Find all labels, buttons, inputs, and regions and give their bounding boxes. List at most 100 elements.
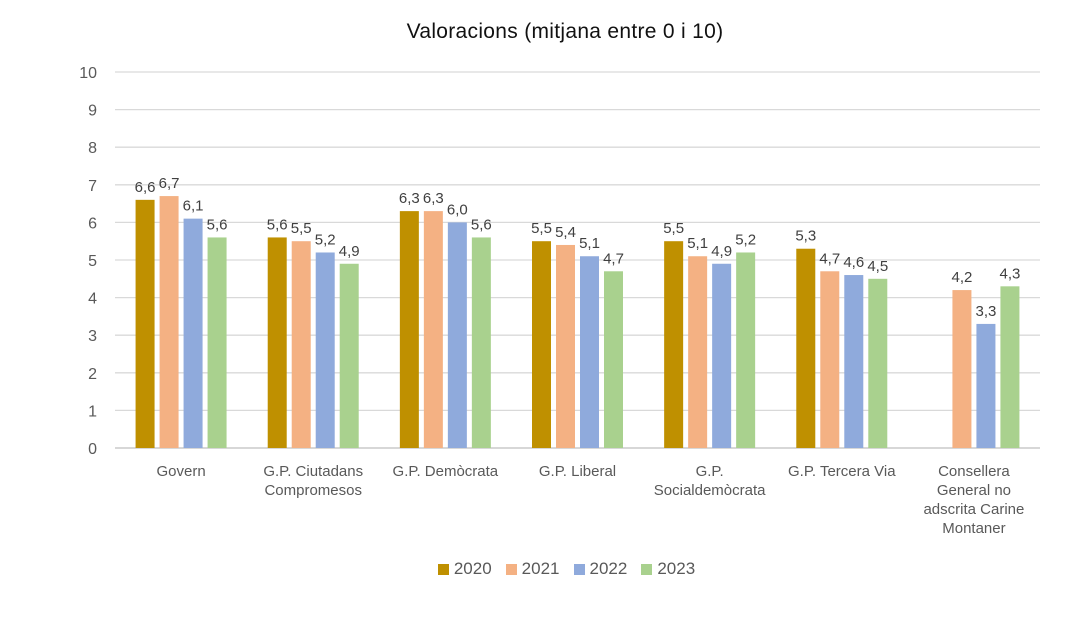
data-label: 4,9 (711, 243, 732, 260)
legend-label: 2020 (453, 559, 492, 578)
data-label: 4,7 (819, 250, 840, 267)
y-tick-label: 2 (88, 366, 97, 383)
x-tick-label: Govern (156, 463, 205, 480)
legend-swatch (505, 563, 517, 575)
legend-label: 2021 (521, 559, 560, 578)
x-tick-label-line: Compromesos (264, 482, 362, 499)
bar-2023 (339, 263, 359, 448)
bar-2021 (291, 241, 311, 448)
data-label: 5,5 (663, 220, 684, 237)
y-tick-label: 4 (88, 291, 97, 308)
bar-2023 (207, 237, 227, 448)
data-label: 5,2 (735, 231, 756, 248)
y-tick-label: 6 (88, 215, 97, 232)
x-tick-label-line: G.P. Tercera Via (788, 463, 896, 480)
data-label: 5,5 (531, 220, 552, 237)
data-label: 3,3 (975, 303, 996, 320)
data-label: 4,6 (843, 254, 864, 271)
bar-2022 (976, 323, 996, 448)
x-tick-label: G.P. Tercera Via (788, 463, 896, 480)
bar-2022 (183, 218, 203, 448)
bar-2021 (952, 290, 972, 448)
y-tick-label: 5 (88, 253, 97, 270)
chart-title: Valoracions (mitjana entre 0 i 10) (406, 20, 724, 43)
data-label: 5,2 (315, 231, 336, 248)
bar-2020 (664, 241, 684, 448)
bar-2021 (556, 244, 575, 448)
data-label: 4,3 (999, 265, 1020, 282)
bar-2023 (471, 237, 491, 448)
legend-item-2022: 2022 (573, 559, 627, 579)
y-tick-label: 0 (88, 441, 97, 458)
x-tick-label: G.P. Demòcrata (393, 463, 499, 480)
x-tick-label: G.P. Socialdemòcrata (654, 463, 766, 499)
bar-2022 (315, 252, 335, 448)
data-label: 6,3 (423, 190, 444, 207)
x-tick-label-line: adscrita Carine (923, 501, 1024, 518)
y-tick-label: 7 (88, 178, 97, 195)
x-tick-label-line: Montaner (942, 520, 1005, 537)
data-label: 4,7 (603, 250, 624, 267)
y-tick-label: 10 (79, 65, 97, 82)
bar-2021 (159, 196, 179, 448)
y-tick-label: 8 (88, 140, 97, 157)
legend-item-2021: 2021 (505, 559, 560, 579)
legend-item-2020: 2020 (437, 559, 492, 579)
bar-2022 (447, 222, 467, 448)
bar-2022 (844, 275, 864, 448)
legend-swatch (641, 563, 653, 575)
data-labels: 6,6 6,76,15,6 5,6 5,55,24,96,3 6,36,05,6 5,5 5… (135, 175, 1021, 320)
data-label: 4,2 (951, 269, 972, 286)
x-tick-label-line: Govern (156, 463, 205, 480)
data-label: 6,0 (447, 201, 468, 218)
x-tick-label-line: G.P. Demòcrata (393, 463, 499, 480)
bar-2022 (712, 263, 732, 448)
x-tick-label: Consellera General no adscrita Carine Monta… (923, 463, 1024, 537)
y-axis: 0 1 2 3 4 5 6 7 8 9 10 (79, 65, 97, 458)
data-label: 6,3 (399, 190, 420, 207)
y-tick-label: 1 (88, 403, 97, 420)
x-tick-label-line: G.P. Ciutadans (263, 463, 363, 480)
bar-2021 (688, 256, 708, 448)
x-axis: Govern G.P. Ciutadans Compromesos G.P. Demò… (156, 463, 1024, 537)
bars (135, 196, 1020, 448)
x-tick-label-line: G.P. Liberal (539, 463, 616, 480)
bar-2023 (868, 278, 888, 448)
bar-2023 (1000, 286, 1020, 448)
data-label: 5,1 (579, 235, 600, 252)
x-tick-label-line: Consellera (938, 463, 1010, 480)
data-label: 4,9 (339, 243, 360, 260)
x-tick-label-line: G.P. (696, 463, 724, 480)
data-label: 6,7 (159, 175, 180, 192)
data-label: 5,1 (687, 235, 708, 252)
x-tick-label: G.P. Liberal (539, 463, 616, 480)
x-tick-label: G.P. Ciutadans Compromesos (263, 463, 363, 499)
bar-2021 (423, 211, 443, 448)
data-label: 5,6 (267, 216, 288, 233)
legend: 2020 2021 2022 2023 (0, 559, 1073, 579)
bar-2020 (796, 248, 816, 448)
legend-swatch (573, 563, 585, 575)
bar-2021 (820, 271, 840, 448)
bar-2023 (604, 271, 623, 448)
bar-2023 (736, 252, 756, 448)
data-label: 5,6 (207, 216, 228, 233)
data-label: 4,5 (867, 258, 888, 275)
data-label: 6,1 (183, 198, 204, 215)
legend-item-2023: 2023 (641, 559, 695, 579)
bar-2020 (135, 199, 155, 448)
legend-label: 2023 (657, 559, 696, 578)
gridlines (115, 71, 1040, 449)
y-tick-label: 9 (88, 103, 97, 120)
data-label: 5,4 (555, 224, 576, 241)
data-label: 5,3 (795, 228, 816, 245)
x-tick-label-line: General no (937, 482, 1011, 499)
legend-swatch (437, 563, 449, 575)
bar-2020 (267, 237, 287, 448)
bar-2020 (532, 241, 551, 448)
data-label: 5,5 (291, 220, 312, 237)
data-label: 6,6 (135, 179, 156, 196)
bar-2020 (399, 211, 419, 448)
x-tick-label-line: Socialdemòcrata (654, 482, 766, 499)
